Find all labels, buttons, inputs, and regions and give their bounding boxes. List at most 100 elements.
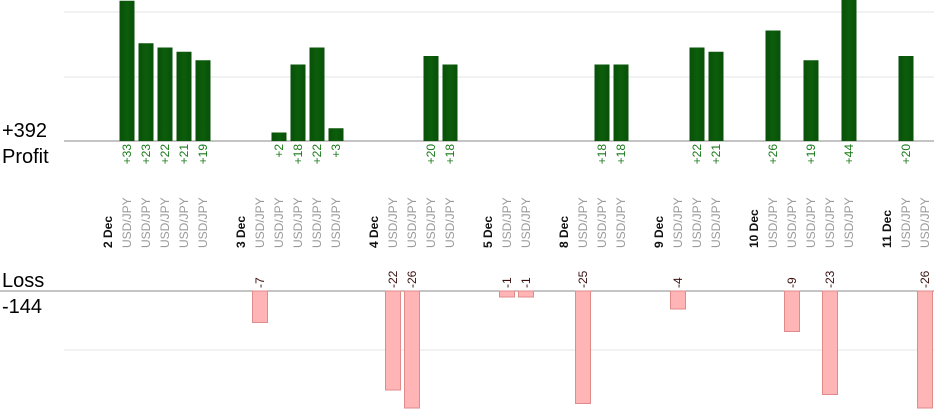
loss-bar [575,290,591,404]
date-label: 9 Dec [652,216,666,248]
loss-value-label: -25 [576,270,590,288]
profit-bar [898,56,914,141]
profit-value-label: +22 [690,144,704,165]
pair-label: USD/JPY [405,197,419,248]
profit-value-label: +18 [291,144,305,165]
profit-value-label: +21 [709,144,723,165]
loss-bar [252,290,268,323]
profit-value-label: +18 [443,144,457,165]
date-label: 2 Dec [101,216,115,248]
loss-bar [385,290,401,391]
loss-value-label: -9 [785,277,799,288]
profit-bar [176,51,192,141]
pair-label: USD/JPY [614,197,628,248]
pair-label: USD/JPY [310,197,324,248]
pair-label: USD/JPY [500,197,514,248]
profit-bar [803,60,819,141]
pair-label: USD/JPY [842,197,856,248]
profit-bar [423,56,439,141]
date-label: 10 Dec [747,209,761,248]
bars [119,0,933,409]
date-label: 4 Dec [367,216,381,248]
value-labels: +33 +23 +22 +21 +19 -7 +2 +18 +22 +3 -22 -26 +20 +18 -… [120,144,932,288]
profit-value-label: +22 [310,144,324,165]
loss-value-label: -1 [519,277,533,288]
profit-bar [138,43,154,141]
pair-label: USD/JPY [196,197,210,248]
profit-bar [119,0,135,141]
profit-value-label: +21 [177,144,191,165]
pair-label: USD/JPY [519,197,533,248]
loss-label: Loss [2,270,44,292]
date-label: 5 Dec [481,216,495,248]
loss-bar [822,290,838,395]
loss-value-label: -7 [253,277,267,288]
pair-label: USD/JPY [823,197,837,248]
pair-label: USD/JPY [690,197,704,248]
loss-value-label: -26 [918,270,932,288]
profit-total: +392 [2,120,47,142]
profit-value-label: +18 [614,144,628,165]
profit-value-label: +20 [424,144,438,165]
profit-value-label: +19 [196,144,210,165]
profit-value-label: +20 [899,144,913,165]
profit-value-label: +33 [120,144,134,165]
profit-bar [442,64,458,141]
date-label: 11 Dec [880,210,894,248]
date-label: 8 Dec [557,216,571,248]
profit-label: Profit [2,146,49,168]
loss-bar [404,290,420,409]
profit-bar [195,60,211,141]
profit-bar [708,51,724,141]
profit-value-label: +18 [595,144,609,165]
loss-value-label: -1 [500,277,514,288]
pair-label: USD/JPY [386,197,400,248]
loss-bar [670,290,686,310]
profit-bar [841,0,857,141]
profit-bar [309,47,325,141]
loss-bar [784,290,800,332]
pair-label: USD/JPY [443,197,457,248]
profit-value-label: +44 [842,144,856,165]
profit-bar [157,47,173,141]
loss-value-label: -22 [386,270,400,288]
profit-value-label: +26 [766,144,780,165]
profit-bar [613,64,629,141]
profit-bar [328,128,344,141]
pair-label: USD/JPY [766,197,780,248]
profit-bar [594,64,610,141]
profit-bar [271,132,287,141]
profit-value-label: +3 [329,144,343,158]
pair-label: USD/JPY [272,197,286,248]
profit-value-label: +19 [804,144,818,165]
pair-label: USD/JPY [709,197,723,248]
pair-label: USD/JPY [918,197,932,248]
profit-value-label: +2 [272,144,286,158]
loss-total: -144 [2,296,42,318]
profit-bar [290,64,306,141]
pair-label: USD/JPY [576,197,590,248]
pair-label: USD/JPY [671,197,685,248]
profit-bar [689,47,705,141]
pair-label: USD/JPY [329,197,343,248]
loss-value-label: -23 [823,270,837,288]
profit-value-label: +23 [139,144,153,165]
pair-label: USD/JPY [804,197,818,248]
pair-label: USD/JPY [139,197,153,248]
pair-label: USD/JPY [158,197,172,248]
loss-bar [917,290,933,409]
profit-bar [765,30,781,141]
loss-bar [518,290,534,298]
pair-label: USD/JPY [120,197,134,248]
date-label: 3 Dec [234,216,248,248]
pair-label: USD/JPY [595,197,609,248]
profit-value-label: +22 [158,144,172,165]
pair-label: USD/JPY [253,197,267,248]
loss-value-label: -26 [405,270,419,288]
x-labels: USD/JPY USD/JPY USD/JPY USD/JPY USD/JPY USD/J… [101,197,932,248]
loss-value-label: -4 [671,277,685,288]
pair-label: USD/JPY [177,197,191,248]
pair-label: USD/JPY [785,197,799,248]
pair-label: USD/JPY [899,197,913,248]
